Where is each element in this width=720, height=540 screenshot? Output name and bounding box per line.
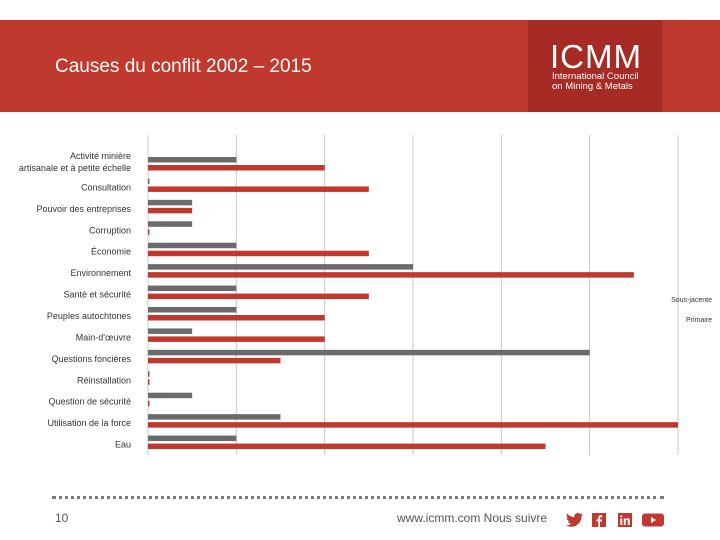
category-label: Corruption bbox=[89, 225, 131, 235]
bar-primaire bbox=[148, 186, 369, 192]
category-label: Santé et sécurité bbox=[63, 290, 131, 300]
category-label: Pouvoir des entreprises bbox=[36, 204, 131, 214]
bar-sous-jacente bbox=[148, 221, 193, 227]
linkedin-icon[interactable] bbox=[618, 512, 632, 528]
bar-primaire bbox=[148, 229, 150, 235]
bar-sous-jacente bbox=[148, 392, 193, 399]
bar-sous-jacente bbox=[148, 199, 193, 206]
bar-primaire bbox=[148, 250, 369, 257]
category-label: Peuples autochtones bbox=[47, 311, 132, 321]
bar-primaire bbox=[148, 379, 150, 385]
bar-sous-jacente bbox=[148, 307, 237, 313]
logo-subtitle: International Council on Mining & Metals bbox=[552, 72, 639, 92]
logo-line-1: International Council bbox=[552, 71, 639, 82]
header-banner: Causes du conflit 2002 – 2015 ICMM Inter… bbox=[0, 20, 720, 112]
category-label: Réinstallation bbox=[77, 375, 131, 385]
footer-website[interactable]: www.icmm.com Nous suivre bbox=[397, 511, 548, 525]
category-label: Utilisation de la force bbox=[47, 418, 131, 428]
legend-label: Sous-jacente bbox=[671, 297, 712, 304]
bar-sous-jacente bbox=[148, 178, 150, 184]
bar-sous-jacente bbox=[148, 264, 413, 270]
bar-primaire bbox=[148, 207, 193, 214]
bar-sous-jacente bbox=[148, 435, 237, 442]
bar-sous-jacente bbox=[148, 328, 193, 334]
category-label: Question de sécurité bbox=[48, 397, 131, 407]
bar-primaire bbox=[148, 443, 546, 450]
category-label: Consultation bbox=[81, 182, 131, 192]
bar-sous-jacente bbox=[148, 414, 281, 420]
legend-label: Primaire bbox=[686, 317, 712, 324]
bar-sous-jacente bbox=[148, 371, 150, 377]
twitter-icon[interactable] bbox=[566, 512, 584, 528]
bar-sous-jacente bbox=[148, 242, 237, 249]
bar-sous-jacente bbox=[148, 349, 590, 356]
bar-primaire bbox=[148, 293, 369, 300]
logo-line-2: on Mining & Metals bbox=[552, 81, 633, 92]
page-number: 10 bbox=[55, 511, 69, 525]
footer-divider bbox=[52, 496, 664, 499]
bar-primaire bbox=[148, 357, 281, 364]
category-label: Environnement bbox=[70, 268, 131, 278]
bar-primaire bbox=[148, 315, 325, 321]
conflict-causes-chart: Activité minière artisanale et à petite é… bbox=[19, 135, 712, 455]
category-label: Eau bbox=[115, 440, 131, 450]
bar-sous-jacente bbox=[148, 157, 237, 163]
youtube-icon[interactable] bbox=[642, 512, 664, 528]
bar-sous-jacente bbox=[148, 285, 237, 292]
logo-wordmark: ICMM bbox=[550, 38, 642, 75]
category-label: Activité minière artisanale et à petite é… bbox=[19, 151, 131, 173]
bar-primaire bbox=[148, 422, 678, 428]
slide-title: Causes du conflit 2002 – 2015 bbox=[55, 56, 312, 77]
icmm-logo[interactable]: ICMM International Council on Mining & M… bbox=[528, 20, 662, 112]
category-label: Questions foncières bbox=[51, 354, 131, 364]
bar-primaire bbox=[148, 336, 325, 342]
category-label: Main-d'œuvre bbox=[76, 332, 131, 342]
category-label: Économie bbox=[91, 247, 131, 257]
facebook-icon[interactable] bbox=[592, 512, 606, 528]
bar-primaire bbox=[148, 165, 325, 171]
bar-primaire bbox=[148, 400, 150, 407]
bar-primaire bbox=[148, 272, 634, 278]
